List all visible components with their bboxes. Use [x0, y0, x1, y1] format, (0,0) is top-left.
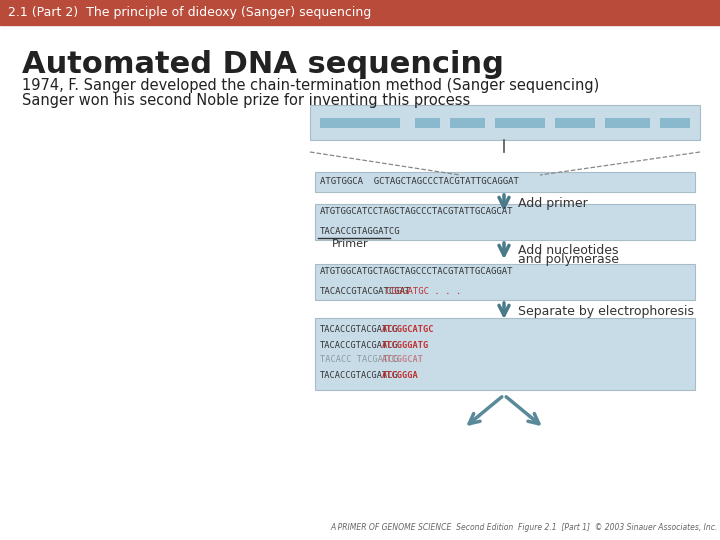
- Bar: [660, 118, 690, 128]
- Text: Add nucleotides: Add nucleotides: [518, 244, 618, 256]
- Text: TACACCGTAGGATCG: TACACCGTAGGATCG: [320, 227, 400, 237]
- Text: ATGTGGCA  GCTAGCTAGCCCTACGTATTGCAGGAT: ATGTGGCA GCTAGCTAGCCCTACGTATTGCAGGAT: [320, 178, 519, 186]
- Text: TACACCGTACGATCG: TACACCGTACGATCG: [320, 326, 399, 334]
- Text: and polymerase: and polymerase: [518, 253, 619, 267]
- Bar: [495, 118, 545, 128]
- Text: Add primer: Add primer: [518, 197, 588, 210]
- Text: ATCGGCAT: ATCGGCAT: [382, 355, 424, 364]
- Bar: [450, 118, 485, 128]
- Bar: [605, 118, 650, 128]
- Text: ATCGGGA: ATCGGGA: [382, 370, 419, 380]
- Text: ATCGGCATGC: ATCGGCATGC: [382, 326, 435, 334]
- FancyBboxPatch shape: [310, 105, 700, 140]
- Text: Separate by electrophoresis: Separate by electrophoresis: [518, 305, 694, 318]
- Text: ATGTGGCATGCTAGCTAGCCCTACGTATTGCAGGAT: ATGTGGCATGCTAGCTAGCCCTACGTATTGCAGGAT: [320, 267, 513, 276]
- FancyBboxPatch shape: [315, 204, 695, 240]
- Text: Automated DNA sequencing: Automated DNA sequencing: [22, 50, 504, 79]
- Text: TACACCGTACGATCGAT: TACACCGTACGATCGAT: [320, 287, 411, 296]
- FancyBboxPatch shape: [315, 172, 695, 192]
- Text: TACACCGTACGATCG: TACACCGTACGATCG: [320, 370, 399, 380]
- Bar: [0, 0, 720, 25]
- Text: TACACCGTACGATCG: TACACCGTACGATCG: [320, 341, 399, 349]
- Bar: [320, 118, 400, 128]
- FancyBboxPatch shape: [315, 318, 695, 390]
- Text: ATCGGGATG: ATCGGGATG: [382, 341, 430, 349]
- Text: TACACC TACGATCG: TACACC TACGATCG: [320, 355, 399, 364]
- Text: 2.1 (Part 2)  The principle of dideoxy (Sanger) sequencing: 2.1 (Part 2) The principle of dideoxy (S…: [8, 6, 372, 19]
- Text: A PRIMER OF GENOME SCIENCE  Second Edition  Figure 2.1  [Part 1]  © 2003 Sinauer: A PRIMER OF GENOME SCIENCE Second Editio…: [330, 523, 718, 532]
- Text: 1974, F. Sanger developed the chain-termination method (Sanger sequencing): 1974, F. Sanger developed the chain-term…: [22, 78, 599, 93]
- Text: ATGTGGCATCCTAGCTAGCCCTACGTATTGCAGCAT: ATGTGGCATCCTAGCTAGCCCTACGTATTGCAGCAT: [320, 207, 513, 217]
- Text: CGGGATGC . . .: CGGGATGC . . .: [387, 287, 462, 296]
- Text: Primer: Primer: [332, 239, 369, 249]
- Bar: [555, 118, 595, 128]
- Text: Sanger won his second Noble prize for inventing this process: Sanger won his second Noble prize for in…: [22, 93, 470, 108]
- FancyBboxPatch shape: [315, 264, 695, 300]
- Bar: [305, 105, 710, 515]
- Bar: [415, 118, 440, 128]
